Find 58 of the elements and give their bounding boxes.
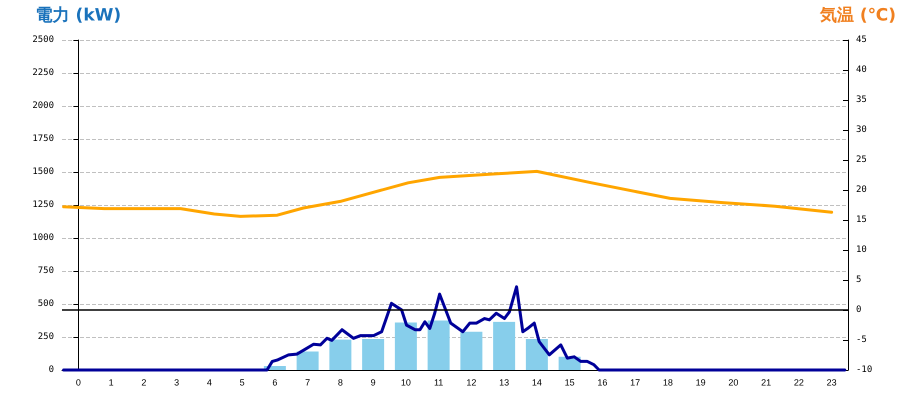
x-tick-label: 20 [728, 378, 738, 388]
y2-axis-title: 気温 (℃) [818, 6, 896, 26]
y-tick-label: 2000 [32, 101, 54, 111]
x-tick-label: 16 [597, 378, 608, 388]
y2-tick-label: 25 [856, 155, 867, 165]
y-tick-label: 1500 [32, 167, 54, 177]
x-tick-label: 17 [630, 378, 640, 388]
bar [329, 340, 352, 370]
bar [296, 352, 319, 370]
bar [526, 338, 548, 370]
y2-tick-label: 10 [856, 245, 867, 255]
x-tick-label: 3 [174, 378, 180, 388]
x-tick-label: 10 [400, 378, 411, 388]
y2-tick-label: 5 [856, 275, 862, 285]
y-tick-label: 1750 [32, 134, 54, 144]
y-tick-label: 1250 [32, 200, 54, 210]
x-tick-label: 12 [466, 378, 476, 388]
y-tick-label: 2250 [32, 68, 54, 78]
x-tick-label: 7 [305, 378, 310, 388]
y2-tick-label: 45 [856, 35, 867, 45]
x-tick-label: 21 [761, 378, 772, 388]
x-tick-label: 13 [499, 378, 510, 388]
x-tick-label: 22 [794, 378, 804, 388]
y2-tick-label: -10 [856, 365, 872, 375]
y-tick-label: 250 [38, 332, 54, 342]
x-tick-label: 18 [662, 378, 673, 388]
y2-tick-label: 40 [856, 65, 867, 75]
y2-tick-label: 20 [856, 185, 867, 195]
bar [460, 332, 482, 370]
y-tick-label: 1000 [32, 233, 54, 243]
x-tick-label: 0 [76, 378, 81, 388]
bar [493, 322, 516, 370]
x-tick-label: 23 [826, 378, 837, 388]
y-tick-label: 750 [38, 266, 54, 276]
x-tick-label: 6 [272, 378, 278, 388]
x-tick-label: 15 [564, 378, 575, 388]
x-tick-label: 8 [338, 378, 343, 388]
y2-tick-label: 15 [856, 215, 867, 225]
y-tick-label: 0 [48, 365, 54, 375]
bar [362, 338, 384, 370]
y-axis-title: 電力 (kW) [36, 6, 122, 26]
y-tick-label: 2500 [32, 35, 54, 45]
y-tick-label: 500 [38, 299, 54, 309]
x-tick-label: 4 [206, 378, 212, 388]
y2-tick-label: 0 [856, 305, 862, 315]
y2-tick-label: -5 [856, 335, 867, 345]
x-tick-label: 14 [532, 378, 542, 388]
x-tick-label: 9 [370, 378, 376, 388]
x-tick-label: 2 [141, 378, 146, 388]
bar [428, 320, 450, 370]
x-tick-label: 1 [108, 378, 114, 388]
y2-tick-label: 30 [856, 125, 867, 135]
line-series [62, 170, 834, 218]
x-tick-label: 11 [434, 378, 444, 388]
x-tick-label: 19 [696, 378, 706, 388]
x-tick-label: 5 [240, 378, 245, 388]
bar [394, 322, 417, 370]
y2-tick-label: 35 [856, 95, 867, 105]
